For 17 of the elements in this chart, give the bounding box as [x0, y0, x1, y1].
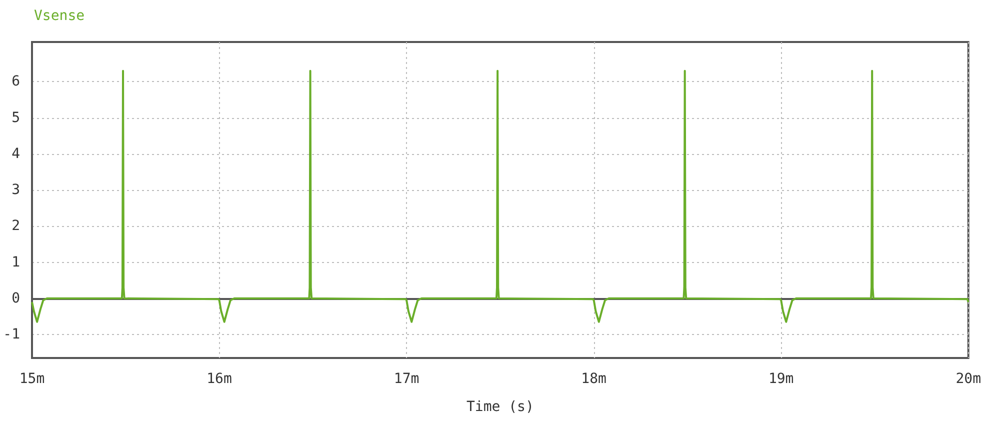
x-tick-label: 18m: [581, 371, 606, 387]
x-axis-title: Time (s): [466, 399, 534, 415]
y-tick-label: 0: [12, 290, 20, 306]
y-tick-label: 6: [12, 74, 20, 90]
y-tick-label: 3: [12, 182, 20, 198]
line-series: [31, 70, 970, 323]
x-tick-label: 15m: [19, 371, 45, 387]
y-tick-label: 1: [12, 254, 20, 270]
x-tick-label: 17m: [394, 371, 420, 387]
x-tick-label: 16m: [206, 371, 232, 387]
y-tick-label: 4: [12, 146, 20, 162]
x-tick-label: 20m: [956, 371, 982, 387]
y-tick-label: 2: [12, 218, 20, 234]
y-tick-label: -1: [3, 326, 20, 343]
x-tick-label: 19m: [768, 371, 794, 387]
text: Vsense: [34, 8, 85, 24]
y-tick-label: 5: [12, 110, 20, 126]
